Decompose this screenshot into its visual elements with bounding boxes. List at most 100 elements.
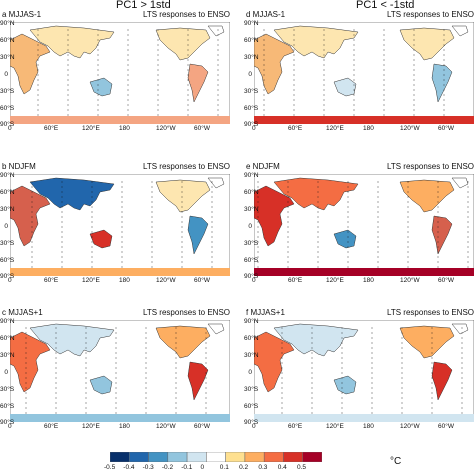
latitude-label: 60°S: [0, 257, 15, 264]
latitude-label: 90°N: [0, 172, 15, 179]
coastline-northAmerica: [155, 27, 211, 61]
longitude-label: 60°W: [438, 423, 454, 430]
latitude-label: 90°N: [244, 172, 259, 179]
panel-label: b NDJFM: [2, 162, 36, 171]
coastline-asia: [29, 323, 115, 357]
longitude-label: 120°W: [400, 125, 420, 132]
colorbar-tick: 0.4: [277, 464, 287, 471]
latitude-label: 0: [248, 369, 252, 376]
coastline-asia: [273, 323, 359, 357]
colorbar-tick: -0.2: [161, 464, 174, 471]
colorbar-swatch: [283, 452, 303, 462]
longitude-label: 180: [119, 423, 130, 430]
panel-note: LTS responses to ENSO: [387, 162, 474, 171]
colorbar-tick: 0.3: [258, 464, 268, 471]
panel-label: c MJJAS+1: [2, 308, 43, 317]
coastline-southAmerica: [187, 215, 209, 255]
panel-note: LTS responses to ENSO: [387, 308, 474, 317]
coastline-australia: [333, 229, 357, 249]
coastline-northAmerica: [155, 179, 211, 213]
coastline-asia: [273, 25, 359, 59]
land-fill-southAmerica: [188, 64, 208, 102]
longitude-label: 120°W: [400, 277, 420, 284]
latitude-label: 60°N: [244, 335, 259, 342]
latitude-label: 0: [248, 223, 252, 230]
latitude-label: 90°S: [0, 273, 15, 280]
world-map: [10, 320, 230, 422]
longitude-label: 60°E: [288, 125, 303, 132]
longitude-label: 60°W: [194, 423, 210, 430]
longitude-label: 120°W: [156, 423, 176, 430]
coastline-asia: [29, 25, 115, 59]
land-fill-northAmerica: [400, 28, 454, 60]
longitude-label: 120°W: [400, 423, 420, 430]
longitude-label: 60°E: [288, 423, 303, 430]
land-fill-southAmerica: [432, 362, 452, 400]
panel-note: LTS responses to ENSO: [143, 308, 230, 317]
land-fill-asia: [30, 178, 114, 210]
latitude-label: 60°S: [0, 105, 15, 112]
longitude-label: 120°E: [82, 277, 100, 284]
land-fill-europeAfrica: [10, 332, 50, 392]
coastline-greenland: [451, 177, 469, 189]
latitude-label: 90°N: [0, 20, 15, 27]
longitude-label: 120°E: [326, 423, 344, 430]
significance-stipple: [281, 327, 463, 414]
land-fill-asia: [274, 26, 358, 58]
longitude-label: 120°W: [156, 125, 176, 132]
latitude-label: 0: [4, 71, 8, 78]
latitude-label: 90°N: [244, 20, 259, 27]
longitude-label: 0: [8, 277, 12, 284]
latitude-label: 30°S: [244, 88, 259, 95]
significance-stipple: [25, 327, 207, 414]
coastline-australia: [333, 375, 357, 395]
coastline-greenland: [451, 25, 469, 37]
latitude-label: 60°S: [244, 257, 259, 264]
coastline-europeAfrica: [254, 185, 295, 247]
latitude-label: 30°S: [0, 386, 15, 393]
map-panel: b NDJFM LTS responses to ENSO 90°N 60°N 30°N…: [0, 162, 230, 298]
land-fill-antarctica: [254, 116, 474, 124]
land-fill-australia: [334, 230, 356, 248]
panel-note: LTS responses to ENSO: [387, 10, 474, 19]
column-title-right: PC1 < -1std: [356, 0, 415, 11]
coastline-asia: [29, 177, 115, 211]
coastline-europeAfrica: [10, 33, 51, 95]
land-fill-europeAfrica: [254, 34, 294, 94]
longitude-label: 120°W: [156, 277, 176, 284]
land-fill-northAmerica: [156, 326, 210, 358]
latitude-label: 30°N: [244, 54, 259, 61]
world-map: [254, 22, 474, 124]
colorbar-tick: 0: [200, 464, 205, 471]
panel-note: LTS responses to ENSO: [143, 10, 230, 19]
coastline-australia: [333, 77, 357, 97]
latitude-label: 60°N: [0, 189, 15, 196]
land-fill-europeAfrica: [10, 186, 50, 246]
land-fill-europeAfrica: [10, 34, 50, 94]
latitude-label: 60°N: [244, 37, 259, 44]
land-fill-southAmerica: [188, 362, 208, 400]
coastline-europeAfrica: [254, 33, 295, 95]
coastline-southAmerica: [431, 215, 453, 255]
map-panel: f MJJAS+1 LTS responses to ENSO 90°N 60°N 30…: [244, 308, 474, 444]
longitude-label: 180: [363, 277, 374, 284]
world-map: [254, 174, 474, 276]
panel-label: e NDJFM: [246, 162, 280, 171]
longitude-label: 180: [119, 125, 130, 132]
longitude-label: 180: [363, 423, 374, 430]
panel-note: LTS responses to ENSO: [143, 162, 230, 171]
colorbar-swatch: [244, 452, 265, 462]
land-fill-asia: [30, 324, 114, 356]
coastline-southAmerica: [431, 63, 453, 103]
coastline-europeAfrica: [10, 185, 51, 247]
land-fill-australia: [90, 78, 112, 96]
longitude-label: 120°E: [82, 423, 100, 430]
colorbar-tick: -0.1: [181, 464, 193, 471]
land-fill-northAmerica: [400, 180, 454, 212]
latitude-label: 30°N: [0, 352, 15, 359]
longitude-label: 60°W: [194, 125, 210, 132]
coastline-southAmerica: [431, 361, 453, 401]
significance-stipple: [263, 29, 445, 116]
coastline-northAmerica: [399, 179, 455, 213]
panel-label: d MJJAS-1: [246, 10, 286, 19]
